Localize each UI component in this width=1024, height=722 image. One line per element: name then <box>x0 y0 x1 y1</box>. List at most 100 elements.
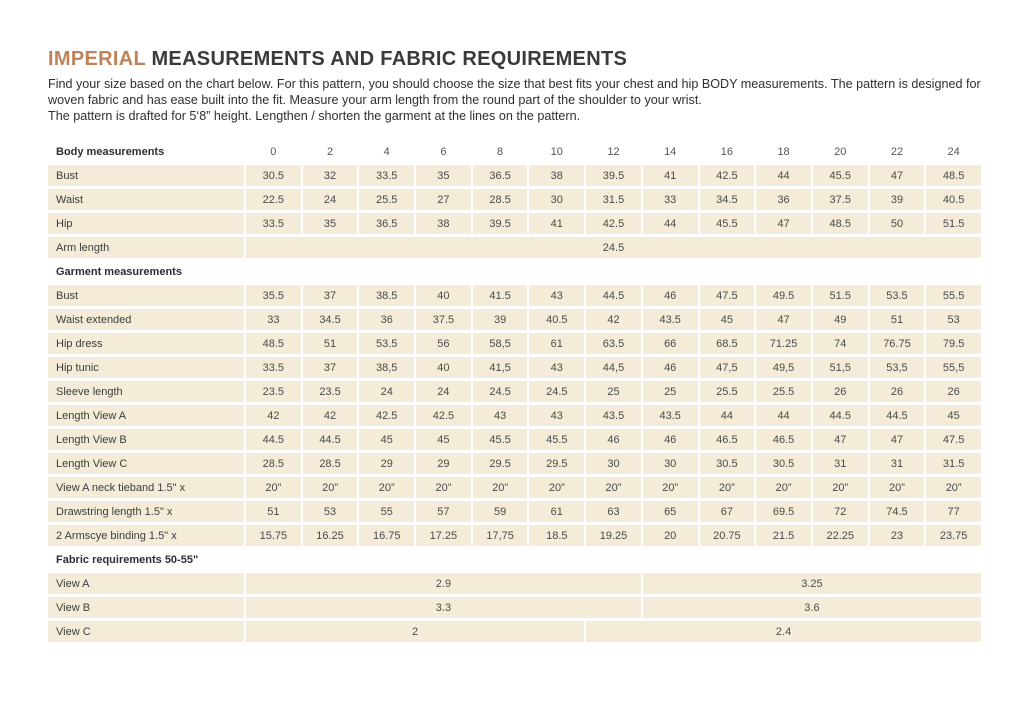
value-cell: 63 <box>586 501 641 523</box>
value-cell: 22.25 <box>812 525 868 547</box>
value-cell: 47 <box>812 429 868 451</box>
value-cell: 42.5 <box>359 405 415 427</box>
row-label: View A neck tieband 1.5" x <box>48 477 244 499</box>
value-cell: 51,5 <box>812 357 868 379</box>
value-cell: 47 <box>869 429 925 451</box>
size-column-header: 16 <box>699 141 755 163</box>
value-cell: 42.5 <box>586 213 641 235</box>
size-column-header: 4 <box>359 141 415 163</box>
value-cell: 39 <box>869 189 925 211</box>
value-cell: 41 <box>529 213 585 235</box>
value-cell: 23 <box>869 525 925 547</box>
value-cell: 55.5 <box>926 285 981 307</box>
value-cell: 28.5 <box>472 189 528 211</box>
row-label: View C <box>48 621 244 643</box>
value-cell: 45.5 <box>472 429 528 451</box>
section-header-label: Garment measurements <box>48 261 244 283</box>
value-cell: 33.5 <box>246 357 301 379</box>
value-cell: 31 <box>869 453 925 475</box>
value-cell: 20” <box>756 477 811 499</box>
value-cell: 45 <box>359 429 415 451</box>
value-cell: 76.75 <box>869 333 925 355</box>
value-cell: 25.5 <box>756 381 811 403</box>
size-column-header: 24 <box>926 141 981 163</box>
value-cell: 37 <box>302 285 358 307</box>
value-cell: 67 <box>699 501 755 523</box>
value-cell: 51 <box>869 309 925 331</box>
value-cell: 38 <box>529 165 585 187</box>
value-cell: 24 <box>359 381 415 403</box>
value-cell: 50 <box>869 213 925 235</box>
row-label: View A <box>48 573 244 595</box>
value-cell: 29 <box>416 453 471 475</box>
value-cell: 79.5 <box>926 333 981 355</box>
value-cell: 53.5 <box>359 333 415 355</box>
value-cell: 36 <box>756 189 811 211</box>
value-cell: 45.5 <box>812 165 868 187</box>
value-cell: 47.5 <box>926 429 981 451</box>
merged-value-cell: 2.9 <box>246 573 641 595</box>
value-cell: 20” <box>869 477 925 499</box>
value-cell: 29.5 <box>529 453 585 475</box>
row-label: Length View C <box>48 453 244 475</box>
value-cell: 18.5 <box>529 525 585 547</box>
value-cell: 45.5 <box>529 429 585 451</box>
value-cell: 20” <box>472 477 528 499</box>
value-cell: 42 <box>586 309 641 331</box>
value-cell: 28.5 <box>302 453 358 475</box>
value-cell: 48.5 <box>812 213 868 235</box>
value-cell: 51 <box>302 333 358 355</box>
merged-value-cell: 3.3 <box>246 597 641 619</box>
value-cell: 25.5 <box>699 381 755 403</box>
value-cell: 29 <box>359 453 415 475</box>
value-cell: 46.5 <box>699 429 755 451</box>
value-cell: 24 <box>302 189 358 211</box>
value-cell: 63.5 <box>586 333 641 355</box>
value-cell: 34.5 <box>302 309 358 331</box>
value-cell: 37.5 <box>416 309 471 331</box>
value-cell: 41.5 <box>472 285 528 307</box>
value-cell: 39.5 <box>586 165 641 187</box>
value-cell: 43 <box>529 285 585 307</box>
intro-text: Find your size based on the chart below.… <box>48 77 981 124</box>
row-label: Sleeve length <box>48 381 244 403</box>
merged-value-cell: 3.25 <box>642 573 981 595</box>
value-cell: 40 <box>416 285 471 307</box>
value-cell: 49 <box>812 309 868 331</box>
value-cell: 20” <box>699 477 755 499</box>
value-cell: 20” <box>926 477 981 499</box>
size-column-header: 12 <box>586 141 641 163</box>
merged-value-cell: 2.4 <box>586 621 981 643</box>
value-cell: 25.5 <box>359 189 415 211</box>
value-cell: 26 <box>812 381 868 403</box>
value-cell: 45 <box>699 309 755 331</box>
value-cell: 46.5 <box>756 429 811 451</box>
value-cell: 43.5 <box>642 309 698 331</box>
value-cell: 20” <box>359 477 415 499</box>
value-cell: 55,5 <box>926 357 981 379</box>
row-label: Hip tunic <box>48 357 244 379</box>
value-cell: 59 <box>472 501 528 523</box>
value-cell: 47,5 <box>699 357 755 379</box>
value-cell: 35.5 <box>246 285 301 307</box>
value-cell: 45 <box>416 429 471 451</box>
value-cell: 49.5 <box>756 285 811 307</box>
value-cell: 66 <box>642 333 698 355</box>
value-cell: 46 <box>642 429 698 451</box>
size-column-header: 18 <box>756 141 811 163</box>
value-cell: 26 <box>926 381 981 403</box>
row-label: Bust <box>48 165 244 187</box>
size-column-header: 0 <box>246 141 301 163</box>
size-column-header: 10 <box>529 141 585 163</box>
merged-value-cell: 24.5 <box>246 237 981 259</box>
value-cell: 17.25 <box>416 525 471 547</box>
section-header-label: Fabric requirements 50-55" <box>48 549 244 571</box>
value-cell: 30 <box>586 453 641 475</box>
value-cell: 46 <box>642 285 698 307</box>
value-cell: 43.5 <box>586 405 641 427</box>
value-cell: 47.5 <box>699 285 755 307</box>
title-accent: IMPERIAL <box>48 48 146 70</box>
row-label: Hip <box>48 213 244 235</box>
value-cell: 33.5 <box>359 165 415 187</box>
section-header-label: Body measurements <box>48 141 244 163</box>
